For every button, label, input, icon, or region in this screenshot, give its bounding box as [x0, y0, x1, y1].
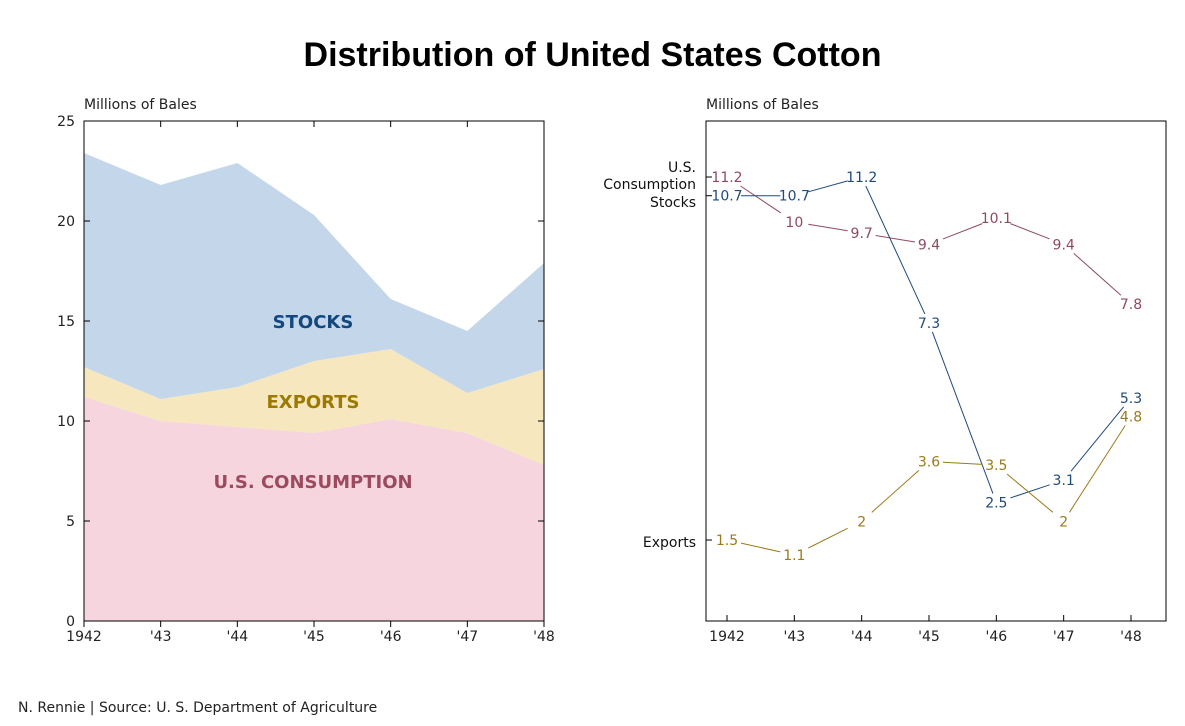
line-segment — [1073, 252, 1122, 296]
series-lines: 11.2 10 9.7 9.4 10.1 9.4 7.8 10.7 10.7 11.2 7.3 2.5… — [711, 170, 1142, 564]
left-x-tick-label: 1942 — [66, 629, 102, 645]
area-exports — [84, 349, 544, 465]
value-label: 4.8 — [1120, 410, 1142, 426]
right-x-tick-label: '44 — [851, 629, 873, 645]
line-segment — [1070, 406, 1125, 472]
left-x-tick-label: '45 — [303, 629, 325, 645]
value-label: 2.5 — [985, 496, 1007, 512]
left-x-ticks: 1942 '43 '44 '45 '46 '47 '48 — [66, 121, 555, 645]
value-label: 10 — [785, 215, 803, 231]
left-y-ticks: 0 5 10 15 20 25 — [57, 114, 544, 630]
left-y-tick-label: 20 — [57, 214, 75, 230]
line-segment — [808, 223, 848, 232]
right-x-ticks: 1942 '43 '44 '45 '46 '47 '48 — [706, 176, 1142, 645]
value-label: 2 — [1059, 514, 1068, 530]
line-segment — [808, 527, 848, 549]
left-y-tick-label: 25 — [57, 114, 75, 130]
value-label: 3.1 — [1053, 473, 1075, 489]
value-label: 9.4 — [918, 237, 940, 253]
value-label: 10.1 — [981, 211, 1012, 227]
line-segment — [942, 461, 983, 465]
line-segment — [865, 185, 926, 315]
right-x-tick-label: '48 — [1120, 629, 1142, 645]
source-credit: N. Rennie | Source: U. S. Department of … — [18, 700, 378, 716]
right-x-tick-label: '45 — [918, 629, 940, 645]
consumption-line-label-1: U.S. — [668, 160, 696, 176]
line-segment — [1006, 473, 1054, 513]
line-stocks: 10.7 10.7 11.2 7.3 2.5 3.1 5.3 — [711, 170, 1142, 512]
value-label: 11.2 — [846, 170, 877, 186]
area-u-s-consumption — [84, 397, 544, 621]
consumption-line-label-2: Consumption — [603, 177, 696, 193]
left-x-tick-label: '47 — [456, 629, 478, 645]
left-x-tick-label: '46 — [380, 629, 402, 645]
right-x-tick-label: 1942 — [709, 629, 745, 645]
value-label: 2 — [857, 514, 866, 530]
left-x-tick-label: '43 — [150, 629, 172, 645]
left-y-axis-label: Millions of Bales — [84, 97, 197, 113]
exports-area-label: EXPORTS — [267, 392, 360, 413]
line-segment — [808, 180, 848, 193]
right-plot-frame — [705, 120, 1167, 622]
value-label: 9.4 — [1053, 237, 1075, 253]
line-segment — [1069, 425, 1126, 513]
left-x-tick-label: '48 — [533, 629, 555, 645]
value-label: 9.7 — [851, 226, 873, 242]
left-y-tick-label: 5 — [66, 514, 75, 530]
left-x-tick-label: '44 — [226, 629, 248, 645]
value-label: 1.5 — [716, 533, 738, 549]
chart-title: Distribution of United States Cotton — [303, 36, 882, 74]
area-stocks — [84, 153, 544, 399]
line-u-s-consumption: 11.2 10 9.7 9.4 10.1 9.4 7.8 — [711, 170, 1142, 313]
line-segment — [871, 470, 920, 513]
exports-line-label: Exports — [643, 535, 696, 551]
consumption-area-label: U.S. CONSUMPTION — [213, 472, 412, 493]
value-label: 3.5 — [985, 458, 1007, 474]
stocks-line-label: Stocks — [650, 195, 696, 211]
line-segment — [942, 223, 983, 240]
left-y-tick-label: 10 — [57, 414, 75, 430]
right-x-tick-label: '43 — [783, 629, 805, 645]
value-label: 10.7 — [779, 189, 810, 205]
right-x-tick-label: '47 — [1053, 629, 1075, 645]
left-y-tick-label: 0 — [66, 614, 75, 630]
line-segment — [740, 542, 781, 553]
slope-line-chart: Millions of Bales 1942 '43 '44 '45 '46 '47 '48… — [603, 97, 1167, 645]
value-label: 10.7 — [711, 189, 742, 205]
value-label: 1.1 — [783, 548, 805, 564]
right-y-axis-label: Millions of Bales — [706, 97, 819, 113]
value-label: 7.8 — [1120, 297, 1142, 313]
line-exports: 1.5 1.1 2 3.6 3.5 2 4.8 — [716, 410, 1142, 564]
stacked-area-chart: Millions of Bales 0 5 10 15 20 25 1942 '43 '44 '… — [57, 97, 555, 645]
value-label: 5.3 — [1120, 391, 1142, 407]
line-segment — [1010, 484, 1050, 499]
stocks-area-label: STOCKS — [273, 312, 354, 333]
right-x-tick-label: '46 — [985, 629, 1007, 645]
line-segment — [931, 331, 994, 494]
value-label: 3.6 — [918, 454, 940, 470]
line-segment — [875, 234, 916, 243]
value-label: 7.3 — [918, 316, 940, 332]
area-layers — [84, 153, 544, 621]
line-segment — [1010, 223, 1050, 240]
line-segment — [740, 185, 782, 214]
value-label: 11.2 — [711, 170, 742, 186]
left-y-tick-label: 15 — [57, 314, 75, 330]
